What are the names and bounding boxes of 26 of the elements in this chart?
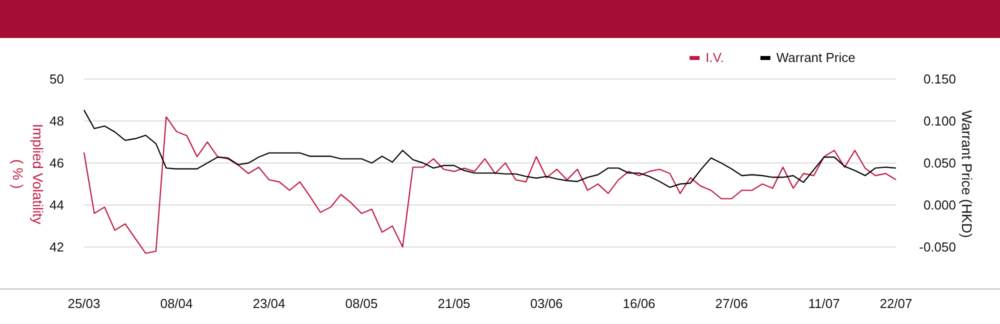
y-axis-title: Implied Volatility ( % ) (10, 124, 46, 224)
x-tick-label: 03/06 (530, 296, 563, 311)
x-tick-label: 21/05 (438, 296, 470, 311)
x-tick-label: 11/07 (808, 296, 840, 311)
x-tick-label: 08/05 (345, 296, 378, 311)
y-tick-label: 48 (50, 114, 64, 128)
line-series (83, 116, 897, 254)
x-tick-label: 16/06 (622, 296, 656, 311)
legend-label: I.V. (706, 50, 724, 65)
line-series (83, 109, 897, 188)
x-tick-label: 22/07 (880, 296, 912, 311)
x-tick-label: 23/04 (252, 296, 286, 311)
y2-axis-title: Warrant Price (HKD) (959, 110, 975, 238)
x-tick-label: 25/03 (68, 296, 100, 311)
y-tick-label: 46 (50, 156, 64, 170)
y-tick-label: 42 (50, 240, 64, 254)
legend-label: Warrant Price (776, 50, 856, 65)
y2-tick-label: 0.050 (923, 156, 956, 170)
y2-tick-label: 0.000 (923, 198, 956, 212)
y-tick-label: 50 (50, 72, 64, 86)
y2-tick-label: 0.150 (923, 72, 956, 86)
y2-tick-label: 0.100 (923, 114, 956, 128)
y2-tick-label: -0.050 (919, 240, 956, 254)
y-tick-label: 44 (50, 198, 64, 212)
x-tick-label: 27/06 (715, 296, 748, 311)
x-tick-label: 08/04 (160, 296, 193, 311)
